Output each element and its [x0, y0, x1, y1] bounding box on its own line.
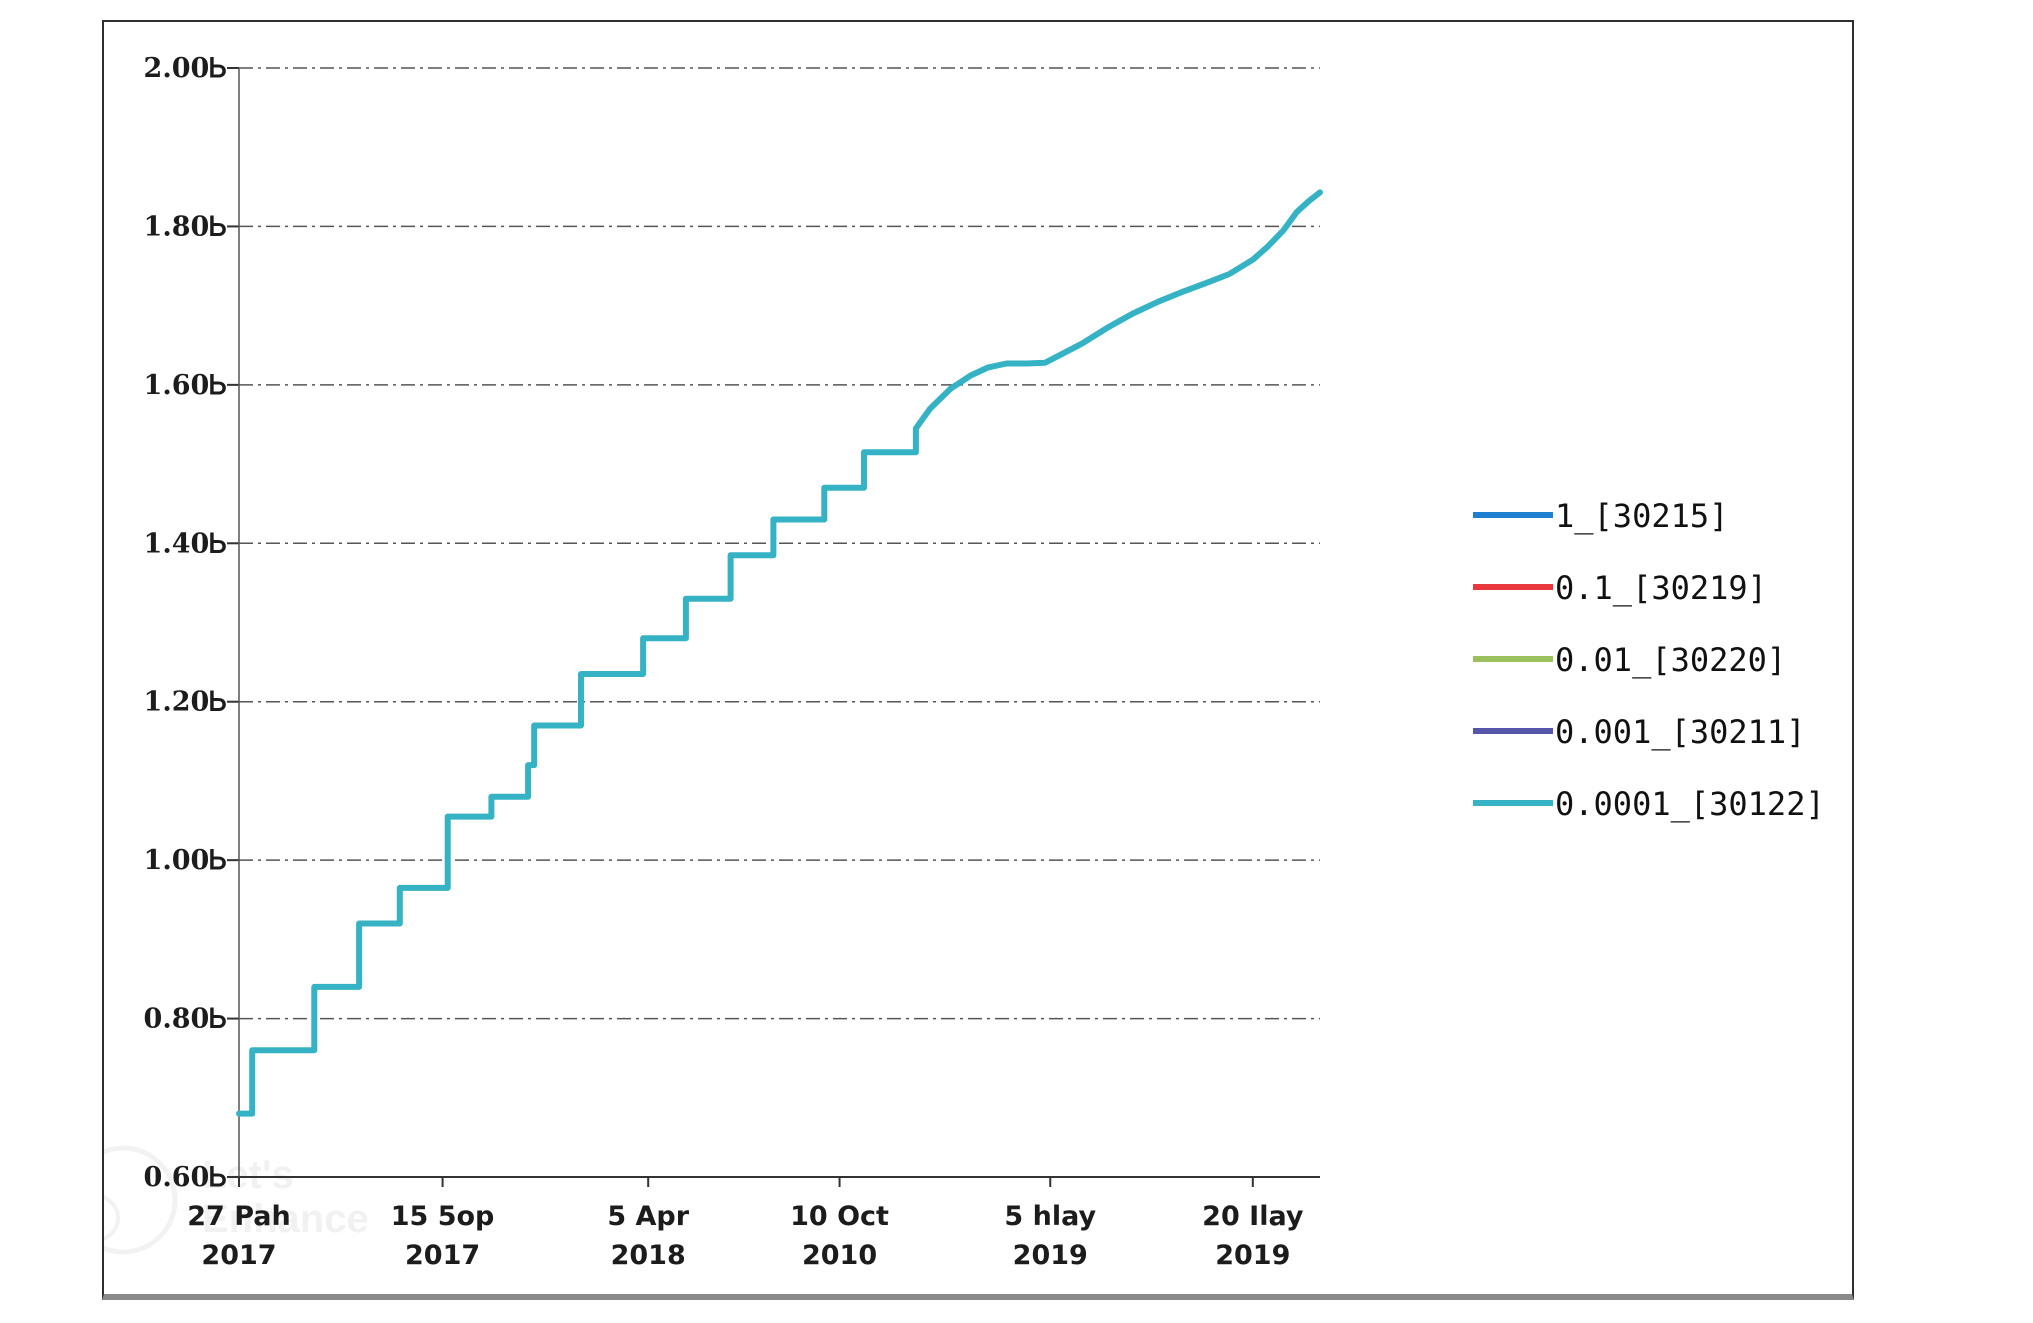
y-tick-label: 2.00Ꮟ: [144, 53, 227, 84]
axes: [227, 67, 1320, 1187]
x-tick-label: 20 Ilay: [1202, 1201, 1304, 1232]
watermark-line-2: Enhance: [202, 1197, 369, 1241]
chart-svg: Let's Enhance 2.00Ꮟ 1.80Ꮟ 1.60Ꮟ 1.40Ꮟ 1.20Ꮟ 1…: [104, 53, 1825, 1271]
x-tick-label-year: 2017: [201, 1240, 276, 1271]
x-tick-label: 10 Oct: [790, 1201, 889, 1232]
x-tick-label-year: 2017: [405, 1240, 480, 1271]
y-tick-labels: 2.00Ꮟ 1.80Ꮟ 1.60Ꮟ 1.40Ꮟ 1.20Ꮟ 1.00Ꮟ 0.80Ꮟ 0.60Ꮟ: [144, 53, 227, 1193]
gridlines: [239, 67, 1320, 1020]
series-lines: [236, 189, 1323, 1117]
x-tick-label-year: 2010: [802, 1240, 877, 1271]
x-tick-label: 27 Pah: [187, 1201, 290, 1232]
y-tick-label: 1.60Ꮟ: [144, 370, 227, 401]
x-tick-label-year: 2019: [1013, 1240, 1088, 1271]
y-tick-label: 1.80Ꮟ: [144, 211, 227, 242]
y-tick-label: 0.60Ꮟ: [144, 1162, 227, 1193]
x-tick-labels: 27 Pah 2017 15 5op 2017 5 Apr 2018 10 Oct 2010 5…: [187, 1201, 1304, 1271]
watermark-line-1: Let's: [202, 1153, 294, 1197]
x-tick-label: 5 hlay: [1004, 1201, 1096, 1232]
x-tick-label-year: 2019: [1215, 1240, 1290, 1271]
x-tick-label-year: 2018: [611, 1240, 686, 1271]
x-tick-label: 15 5op: [391, 1201, 495, 1232]
x-tick-label: 5 Apr: [607, 1201, 689, 1232]
legend-label: 0.0001_[30122]: [1555, 785, 1825, 823]
y-tick-label: 1.20Ꮟ: [144, 687, 227, 718]
y-tick-label: 0.80Ꮟ: [144, 1004, 227, 1035]
legend: 1_[30215] 0.1_[30219] 0.01_[30220] 0.001_[3…: [1473, 497, 1825, 823]
legend-label: 1_[30215]: [1555, 497, 1728, 535]
legend-label: 0.01_[30220]: [1555, 641, 1786, 679]
legend-label: 0.1_[30219]: [1555, 569, 1767, 607]
legend-label: 0.001_[30211]: [1555, 713, 1805, 751]
series-line-4: [236, 189, 1323, 1117]
y-tick-label: 1.40Ꮟ: [144, 528, 227, 559]
watermark: Let's Enhance: [104, 1145, 369, 1255]
chart-frame: Let's Enhance 2.00Ꮟ 1.80Ꮟ 1.60Ꮟ 1.40Ꮟ 1.20Ꮟ 1…: [102, 20, 1854, 1300]
y-tick-label: 1.00Ꮟ: [144, 845, 227, 876]
